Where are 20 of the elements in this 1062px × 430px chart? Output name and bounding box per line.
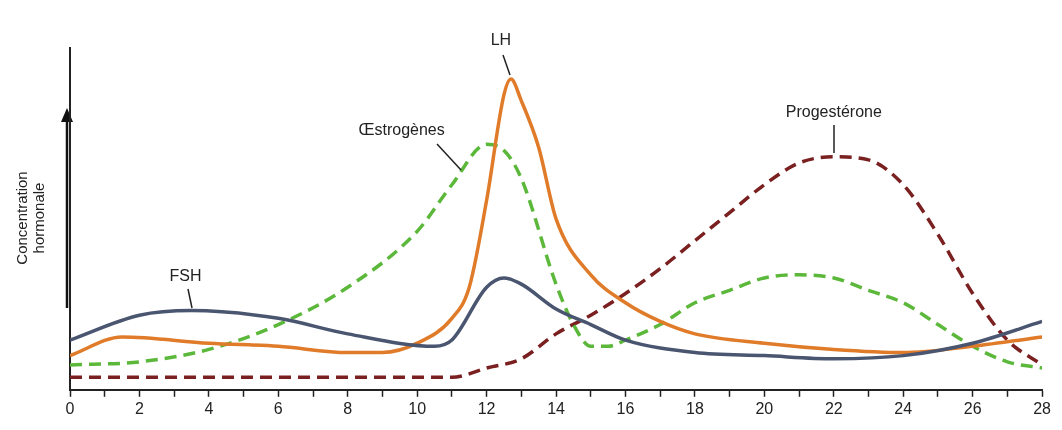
x-tick-label: 22 (824, 399, 843, 417)
x-tick-label: 10 (408, 399, 427, 417)
x-tick-label: 8 (343, 399, 353, 417)
y-axis-title: Concentration hormonale (13, 171, 47, 265)
x-tick-label: 26 (963, 399, 982, 417)
text: Progestérone (785, 103, 882, 121)
x-tick-label: 14 (547, 399, 566, 417)
series-label: LH (490, 31, 512, 49)
series-label: FSH (169, 266, 202, 284)
x-tick-label: 0 (65, 399, 75, 417)
x-tick-label: 2 (134, 399, 144, 417)
x-tick-label: 12 (477, 399, 496, 417)
text: Œstrogènes (358, 120, 445, 138)
x-tick-label: 6 (273, 399, 283, 417)
x-tick-label: 20 (755, 399, 774, 417)
x-tick-label: 4 (204, 399, 214, 417)
x-tick-label: 28 (1033, 399, 1052, 417)
x-tick-label: 16 (616, 399, 635, 417)
x-tick-label: 18 (686, 399, 704, 417)
x-tick-label: 24 (894, 399, 913, 417)
